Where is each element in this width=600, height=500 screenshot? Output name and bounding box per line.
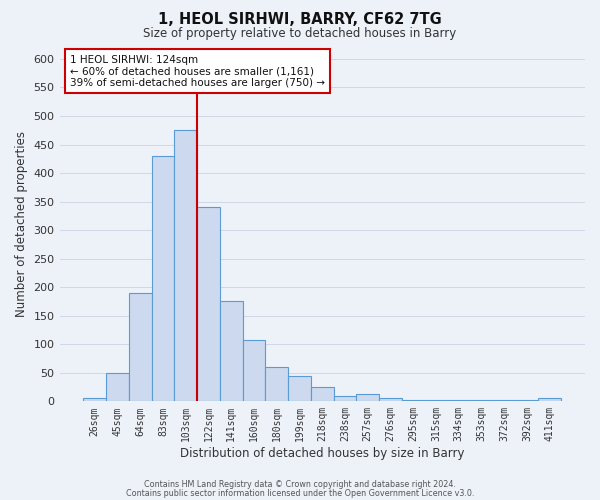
Bar bbox=[448, 400, 470, 402]
Bar bbox=[288, 376, 311, 402]
Bar bbox=[334, 396, 356, 402]
Bar bbox=[265, 367, 288, 402]
Text: Contains public sector information licensed under the Open Government Licence v3: Contains public sector information licen… bbox=[126, 488, 474, 498]
Bar bbox=[106, 373, 129, 402]
Bar bbox=[220, 302, 242, 402]
Bar bbox=[538, 398, 561, 402]
Bar bbox=[175, 130, 197, 402]
Text: Contains HM Land Registry data © Crown copyright and database right 2024.: Contains HM Land Registry data © Crown c… bbox=[144, 480, 456, 489]
Text: 1, HEOL SIRHWI, BARRY, CF62 7TG: 1, HEOL SIRHWI, BARRY, CF62 7TG bbox=[158, 12, 442, 28]
Bar bbox=[379, 398, 402, 402]
Text: 1 HEOL SIRHWI: 124sqm
← 60% of detached houses are smaller (1,161)
39% of semi-d: 1 HEOL SIRHWI: 124sqm ← 60% of detached … bbox=[70, 54, 325, 88]
Bar bbox=[493, 400, 515, 402]
Bar bbox=[152, 156, 175, 402]
Bar bbox=[197, 208, 220, 402]
Bar bbox=[402, 400, 425, 402]
Bar bbox=[470, 400, 493, 402]
Bar bbox=[356, 394, 379, 402]
Bar bbox=[515, 400, 538, 402]
Y-axis label: Number of detached properties: Number of detached properties bbox=[15, 132, 28, 318]
Bar bbox=[242, 340, 265, 402]
Text: Size of property relative to detached houses in Barry: Size of property relative to detached ho… bbox=[143, 28, 457, 40]
Bar bbox=[129, 293, 152, 402]
Bar bbox=[83, 398, 106, 402]
X-axis label: Distribution of detached houses by size in Barry: Distribution of detached houses by size … bbox=[180, 447, 464, 460]
Bar bbox=[311, 387, 334, 402]
Bar bbox=[425, 400, 448, 402]
